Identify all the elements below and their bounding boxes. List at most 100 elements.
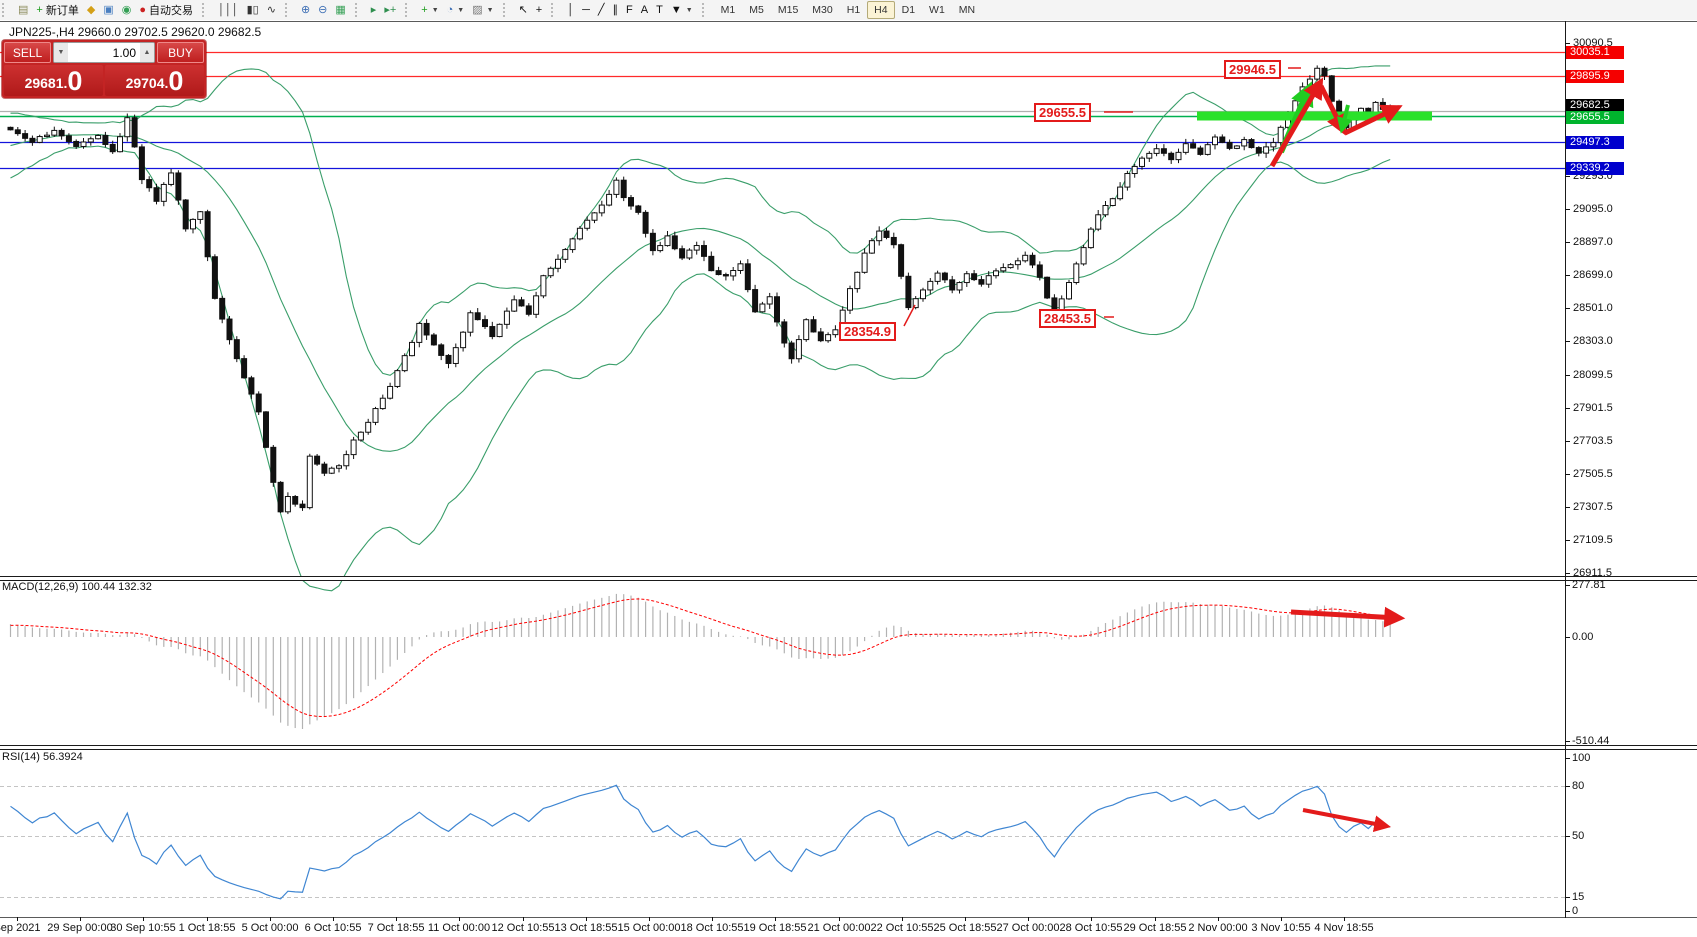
candle-body bbox=[664, 235, 671, 247]
candle-body bbox=[204, 211, 211, 258]
candle-body bbox=[708, 255, 715, 272]
candle-body bbox=[197, 211, 204, 220]
new-chart-icon[interactable]: ▤ bbox=[14, 1, 32, 19]
line-chart-icon[interactable]: ∿ bbox=[263, 1, 280, 19]
cursor-icon[interactable]: ↖ bbox=[515, 1, 532, 19]
timeframe-H4[interactable]: H4 bbox=[867, 1, 895, 19]
candle-body bbox=[1131, 165, 1138, 175]
text-tool[interactable]: A bbox=[637, 1, 652, 19]
candle-body bbox=[1073, 263, 1080, 284]
candle-body bbox=[511, 299, 518, 312]
terminal-icon[interactable]: ▣ bbox=[99, 1, 117, 19]
candle-body bbox=[175, 172, 182, 201]
strategy-tester-icon[interactable]: ◆ bbox=[83, 1, 99, 19]
timeframe-M30[interactable]: M30 bbox=[812, 4, 833, 16]
volume-down-spinner[interactable]: ▼ bbox=[54, 43, 68, 62]
candle-body bbox=[686, 249, 693, 259]
candle-body bbox=[1321, 67, 1328, 77]
candle-body bbox=[1109, 198, 1116, 207]
trend-arrow[interactable] bbox=[1336, 104, 1353, 134]
candle-body bbox=[774, 296, 780, 323]
price-annotation-label[interactable]: 29655.5 bbox=[1034, 103, 1091, 122]
candle-body bbox=[1306, 78, 1313, 88]
trend-arrow[interactable] bbox=[1290, 606, 1406, 628]
candle-body bbox=[190, 218, 196, 230]
trendline-tool[interactable]: ╱ bbox=[594, 1, 609, 19]
macd-rsi-separator[interactable] bbox=[0, 745, 1697, 750]
price-annotation-label[interactable]: 28453.5 bbox=[1039, 309, 1096, 328]
crosshair-icon[interactable]: + bbox=[532, 1, 546, 19]
volume-up-spinner[interactable]: ▲ bbox=[140, 43, 154, 62]
tile-windows-icon[interactable]: ▦ bbox=[331, 1, 349, 19]
candlestick-chart-icon[interactable]: ▮▯ bbox=[243, 1, 263, 19]
price-annotation-label[interactable]: 29946.5 bbox=[1224, 60, 1281, 79]
buy-price-display[interactable]: 29704. 0 bbox=[105, 65, 204, 96]
time-tick-label: Sep 2021 bbox=[0, 922, 41, 934]
time-tick-mark bbox=[143, 917, 144, 921]
bar-chart-icon[interactable]: │││ bbox=[214, 1, 243, 19]
candle-body bbox=[394, 370, 401, 387]
alerts-icon[interactable]: ◉ bbox=[118, 1, 136, 19]
trend-arrow[interactable] bbox=[1302, 808, 1391, 833]
timeframe-M15[interactable]: M15 bbox=[777, 4, 799, 16]
autotrading-button: ● bbox=[139, 4, 146, 16]
candle-body bbox=[1197, 147, 1204, 155]
candle-body bbox=[730, 270, 737, 277]
support-band-object[interactable] bbox=[1197, 111, 1432, 121]
candle-body bbox=[1263, 146, 1270, 154]
candle-body bbox=[467, 312, 474, 333]
candle-body bbox=[766, 296, 773, 305]
arrows-tool[interactable]: ▼ ▼ bbox=[667, 1, 697, 19]
buy-button[interactable]: BUY bbox=[157, 42, 204, 63]
zoom-in-icon[interactable]: ⊕ bbox=[297, 1, 314, 19]
alerts-icon: ◉ bbox=[121, 4, 132, 16]
time-tick-mark bbox=[523, 917, 524, 921]
candle-body bbox=[1160, 148, 1167, 154]
periods-menu[interactable]: ◔ ▼ bbox=[443, 1, 469, 19]
horizontal-line-tool[interactable]: ─ bbox=[578, 1, 594, 19]
arrows-tool: ▼ bbox=[670, 4, 682, 16]
price-badge-29497.3: 29497.3 bbox=[1566, 135, 1624, 149]
vertical-line-tool[interactable]: │ bbox=[563, 1, 578, 19]
price-tick-mark bbox=[1565, 573, 1570, 574]
trend-arrow[interactable] bbox=[1343, 104, 1403, 136]
auto-scroll-icon[interactable]: ▸ bbox=[367, 1, 381, 19]
text-label-tool[interactable]: T bbox=[652, 1, 667, 19]
price-annotation-label[interactable]: 28354.9 bbox=[839, 322, 896, 341]
candle-body bbox=[328, 467, 335, 474]
time-tick-label: 29 Sep 00:00 bbox=[47, 922, 113, 934]
time-tick-label: 28 Oct 10:55 bbox=[1059, 922, 1123, 934]
time-tick-label: 29 Oct 18:55 bbox=[1123, 922, 1187, 934]
volume-input[interactable]: 1.00 bbox=[68, 43, 140, 62]
chart-macd-separator[interactable] bbox=[0, 576, 1697, 581]
timeframe-M1[interactable]: M1 bbox=[720, 4, 736, 16]
timeframe-MN[interactable]: MN bbox=[958, 4, 976, 16]
new-order-button[interactable]: + 新订单 bbox=[32, 1, 82, 19]
candle-body bbox=[387, 385, 394, 399]
timeframe-H1[interactable]: H1 bbox=[846, 4, 861, 16]
sell-price-display[interactable]: 29681. 0 bbox=[4, 65, 103, 96]
sell-price-pips: 0 bbox=[67, 66, 83, 96]
price-tick-mark bbox=[1565, 408, 1570, 409]
indicators-menu[interactable]: + ▼ bbox=[417, 1, 442, 19]
bollinger-bands bbox=[10, 65, 1391, 592]
candle-body bbox=[1066, 282, 1072, 300]
templates-menu[interactable]: ▨ ▼ bbox=[468, 1, 497, 19]
green-support-band[interactable] bbox=[1197, 111, 1432, 121]
rsi-title: RSI(14) 56.3924 bbox=[2, 751, 83, 763]
fibonacci-tool[interactable]: F bbox=[622, 1, 637, 19]
timeframe-W1[interactable]: W1 bbox=[929, 4, 945, 16]
candle-body bbox=[1087, 228, 1094, 249]
candle-body bbox=[29, 137, 36, 143]
timeframe-M5[interactable]: M5 bbox=[749, 4, 764, 16]
sell-button[interactable]: SELL bbox=[4, 42, 51, 63]
trend-arrow[interactable] bbox=[1269, 77, 1324, 168]
autotrading-button[interactable]: ● 自动交易 bbox=[135, 1, 197, 19]
timeframe-D1[interactable]: D1 bbox=[901, 4, 916, 16]
zoom-out-icon[interactable]: ⊖ bbox=[314, 1, 331, 19]
annotation-arrows[interactable] bbox=[1269, 77, 1406, 833]
channel-tool[interactable]: ∥ bbox=[609, 1, 623, 19]
chart-shift-icon[interactable]: ▸+ bbox=[380, 1, 400, 19]
candle-body bbox=[1117, 186, 1124, 200]
candle-body bbox=[460, 331, 467, 349]
